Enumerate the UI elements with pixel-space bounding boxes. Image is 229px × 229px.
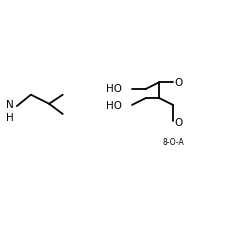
- Text: H: H: [6, 113, 14, 123]
- Text: HO: HO: [105, 84, 121, 94]
- Text: N: N: [6, 99, 14, 109]
- Text: O: O: [173, 117, 182, 127]
- Text: O: O: [173, 77, 182, 87]
- Text: 8-O-A: 8-O-A: [161, 137, 183, 146]
- Text: HO: HO: [105, 101, 121, 111]
